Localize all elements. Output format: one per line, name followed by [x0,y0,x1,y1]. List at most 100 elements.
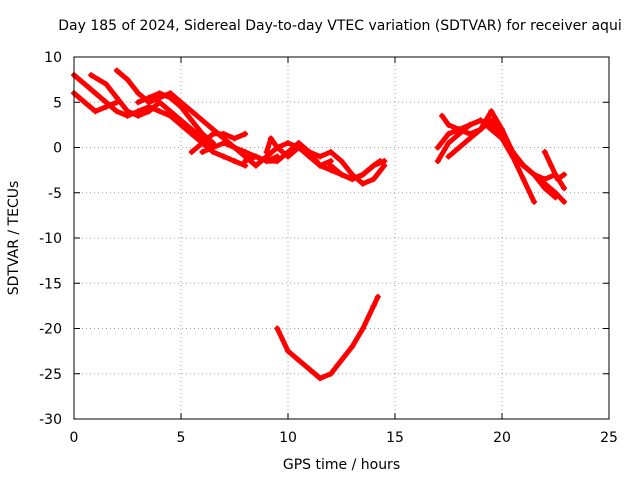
data-point [274,144,281,151]
data-point [561,171,568,178]
data-point [434,144,441,151]
data-point [231,158,238,165]
data-point [274,158,281,165]
data-point [359,171,366,178]
x-tick-label: 20 [493,430,511,446]
data-point [488,121,495,128]
series-line [264,135,334,169]
data-point [220,130,227,137]
data-point [477,117,484,124]
data-point [103,81,110,88]
data-point [541,180,548,187]
data-point [552,189,559,196]
data-point [554,176,561,183]
data-point [124,76,131,83]
y-tick-label: 0 [53,141,62,157]
series-line [542,149,567,182]
data-point [145,108,152,115]
data-point [561,185,568,192]
axis-ticks: 0 5 10 15 20 25 10 5 0 -5 -10 -15 -20 -25 -30 [39,50,618,446]
data-point [199,130,206,137]
data-point [103,103,110,110]
data-point [466,135,473,142]
series-track-11 [274,293,381,382]
data-point [88,72,95,79]
data-point [445,139,452,146]
data-point [124,108,131,115]
y-tick-label: 5 [53,95,62,111]
data-point [210,144,217,151]
data-point [541,149,548,156]
data-point [252,162,259,169]
data-point [81,81,88,88]
data-point [381,162,388,169]
data-point [548,162,555,169]
data-point [509,153,516,160]
data-point [113,94,120,101]
data-point [188,117,195,124]
data-point [285,139,291,146]
data-point [306,366,313,373]
y-tick-label: -25 [39,367,62,383]
data-point [178,117,184,124]
data-point [199,139,206,146]
data-point [520,162,527,169]
data-point [210,130,217,137]
data-point [338,158,345,165]
data-point [338,171,345,178]
data-point [188,126,195,133]
data-point [263,149,270,156]
data-point [231,135,238,142]
data-point [499,126,505,133]
series-line [274,294,381,381]
y-tick-label: -15 [39,276,62,292]
series-track-10 [327,158,384,183]
chart-title: Day 185 of 2024, Sidereal Day-to-day VTE… [58,18,622,34]
data-point [285,348,291,355]
data-point [167,108,174,115]
data-point [445,121,452,128]
series-line [71,72,248,169]
data-point [135,99,142,106]
data-point [359,325,366,332]
data-point [445,153,452,160]
series-track-16 [541,149,568,183]
data-point [188,108,195,115]
y-tick-label: -5 [48,186,62,202]
x-tick-label: 15 [386,430,404,446]
data-point [135,112,142,119]
series-line [88,72,216,150]
data-point [295,357,302,364]
series-track-9 [263,135,334,169]
data-series [71,67,568,382]
data-point [231,144,238,151]
data-point [338,357,345,364]
y-axis-label: SDTVAR / TECUs [6,180,22,296]
data-point [92,90,99,97]
series-line [189,131,248,155]
data-point [285,153,291,160]
data-point [199,149,206,156]
data-point [317,153,324,160]
data-point [295,144,302,151]
data-point [466,121,473,128]
data-point [252,153,259,160]
data-point [499,135,505,142]
data-point [156,108,163,115]
data-point [349,176,356,183]
data-point [81,99,88,106]
data-point [531,171,538,178]
data-point [456,144,463,151]
y-tick-label: -30 [39,412,62,428]
data-point [456,126,463,133]
data-point [445,130,452,137]
x-tick-label: 0 [70,430,79,446]
data-point [267,135,274,142]
data-point [135,90,142,97]
data-point [242,158,249,165]
data-point [374,293,381,300]
data-point [145,94,152,101]
y-tick-label: -10 [39,231,62,247]
data-point [317,375,324,382]
data-point [220,153,227,160]
